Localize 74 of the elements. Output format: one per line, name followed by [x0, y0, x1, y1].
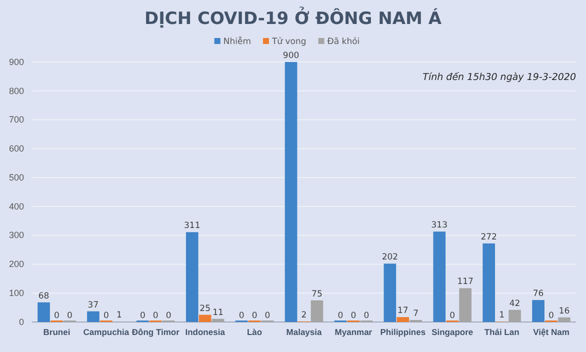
x-tick-label: Campuchia	[83, 327, 130, 338]
data-label: 0	[140, 311, 146, 321]
data-label: 1	[499, 310, 505, 321]
data-label: 0	[350, 311, 356, 321]
bar	[284, 62, 298, 322]
bar	[186, 232, 198, 322]
data-label: 272	[480, 232, 497, 242]
x-tick-label: Malaysia	[286, 327, 322, 338]
chart-title: DỊCH COVID-19 Ở ĐÔNG NAM Á	[144, 6, 442, 29]
data-label: 42	[509, 298, 520, 309]
legend-label: Tử vong	[270, 37, 306, 47]
bar	[38, 302, 50, 322]
data-label: 311	[184, 221, 200, 232]
bar	[198, 314, 212, 322]
data-label: 76	[532, 289, 544, 300]
bar	[433, 232, 446, 322]
y-tick-label: 600	[8, 144, 24, 154]
bar	[396, 317, 410, 322]
y-tick-label: 400	[8, 201, 24, 212]
bar	[482, 243, 496, 322]
data-label: 7	[413, 308, 419, 319]
data-label: 0	[548, 311, 554, 321]
bar	[384, 264, 396, 322]
data-label: 900	[282, 51, 300, 61]
x-tick-label: Thái Lan	[484, 327, 520, 338]
bar	[459, 288, 472, 322]
data-label: 25	[200, 304, 211, 314]
data-label: 75	[312, 289, 322, 300]
x-tick-label: Singapore	[432, 327, 474, 338]
y-tick-label: 100	[8, 288, 24, 298]
legend-label: Đã khỏi	[327, 37, 360, 47]
annotation: Tính đến 15h30 ngày 19-3-2020	[422, 71, 576, 83]
x-tick-label: Philippines	[380, 327, 426, 338]
data-label: 17	[397, 306, 408, 316]
bar	[310, 300, 324, 322]
x-tick-label: Đông Timor	[132, 327, 180, 338]
y-tick-label: 0	[18, 316, 24, 327]
x-tick-label: Indonesia	[185, 327, 226, 338]
data-label: 2	[301, 310, 307, 320]
bar	[508, 310, 521, 322]
data-label: 0	[152, 311, 158, 321]
y-tick-label: 500	[8, 172, 24, 182]
data-label: 0	[166, 311, 172, 321]
data-label: 37	[88, 300, 99, 310]
data-label: 313	[431, 220, 448, 231]
data-label: 0	[364, 311, 370, 321]
data-label: 0	[66, 311, 72, 321]
y-tick-label: 900	[8, 56, 24, 67]
data-label: 0	[338, 311, 344, 321]
bar	[558, 317, 570, 322]
data-label: 68	[38, 291, 50, 302]
data-label: 202	[382, 252, 398, 263]
data-label: 11	[212, 308, 224, 318]
y-tick-label: 800	[8, 86, 24, 96]
data-label: 0	[238, 311, 244, 321]
x-tick-label: Việt Nam	[533, 327, 570, 338]
bar	[87, 311, 100, 322]
data-label: 16	[558, 306, 570, 316]
x-tick-label: Lào	[246, 327, 262, 338]
bar	[532, 300, 544, 322]
data-label: 1	[116, 310, 122, 321]
data-label: 0	[54, 311, 60, 321]
data-label: 0	[103, 311, 109, 321]
legend-label: Nhiễm	[223, 36, 251, 47]
data-label: 0	[264, 311, 270, 321]
x-tick-label: Brunei	[43, 327, 70, 338]
y-tick-label: 200	[8, 259, 24, 270]
data-label: 0	[252, 311, 258, 321]
data-label: 117	[457, 277, 474, 288]
data-label: 0	[450, 311, 456, 321]
y-tick-label: 300	[8, 230, 24, 240]
x-tick-label: Myanmar	[334, 327, 373, 338]
y-tick-label: 700	[8, 114, 24, 125]
bar	[212, 318, 224, 322]
